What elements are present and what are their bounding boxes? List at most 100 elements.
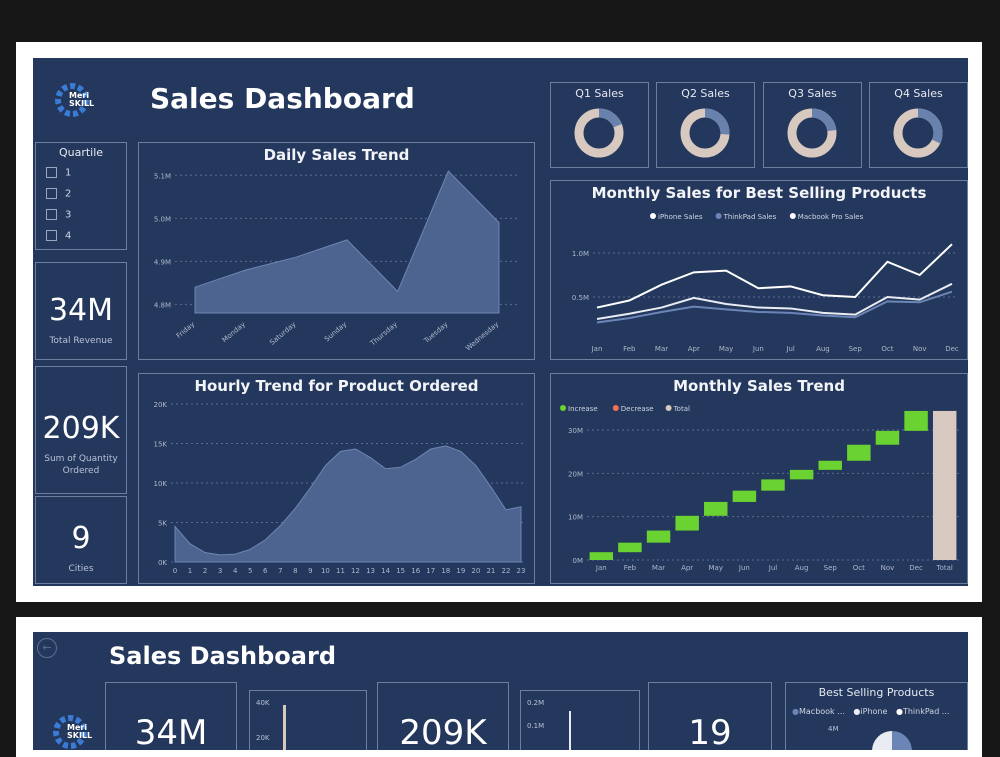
q2-donut xyxy=(680,108,730,158)
quartile-label: Quartile xyxy=(58,146,104,159)
y-tick-label: 10M xyxy=(568,514,583,522)
bar-increase xyxy=(875,430,900,445)
mini-chart-2: 0.2M 0.1M xyxy=(520,690,640,750)
x-tick-label: 7 xyxy=(278,567,282,575)
bar-increase xyxy=(675,515,699,531)
kpi-value: 19 xyxy=(688,713,732,750)
monthly-sales-plot: 0M 10M 20M 30M Increase Decrease Total Jan Feb Ma… xyxy=(560,405,959,572)
kpi-card-revenue-2: 34M xyxy=(105,682,237,750)
y-tick-label: 5.1M xyxy=(154,172,171,180)
y-tick-label: 0.5M xyxy=(572,294,589,302)
logo-text: Meri SKILL xyxy=(69,91,95,108)
legend: ●Macbook ... ●iPhone ●ThinkPad ... xyxy=(792,707,949,716)
q2-title: Q2 Sales xyxy=(681,87,730,100)
x-tick-label: 19 xyxy=(456,567,465,575)
best-products-plot: 0.5M 1.0M iPhone Sales ThinkPad Sales Macboo… xyxy=(572,213,959,353)
legend-label: ThinkPad Sales xyxy=(723,213,777,221)
bar-increase xyxy=(847,444,871,461)
checkbox[interactable] xyxy=(46,167,57,178)
donut-slice xyxy=(787,108,837,158)
kpi-value: 9 xyxy=(71,521,91,556)
quartile-option-1[interactable]: 1 xyxy=(46,167,71,179)
q3-donut xyxy=(787,108,837,158)
hourly-trend-chart: Hourly Trend for Product Ordered 0K 5K 10K… xyxy=(138,373,535,584)
bar-increase xyxy=(732,490,757,502)
legend-label: Macbook Pro Sales xyxy=(798,213,864,221)
legend: iPhone Sales ThinkPad Sales Macbook Pro Sa… xyxy=(650,213,864,221)
legend-label: Increase xyxy=(568,405,598,413)
quartile-option-4[interactable]: 4 xyxy=(46,230,71,242)
pie-mark xyxy=(872,731,912,750)
daily-sales-chart: Daily Sales Trend 4.8M 4.9M 5.0M 5.1M Friday… xyxy=(138,142,535,360)
y-tick-label: 5.0M xyxy=(154,215,171,223)
checkbox[interactable] xyxy=(46,188,57,199)
x-tick-label: Aug xyxy=(816,345,830,353)
bar-increase xyxy=(646,530,671,543)
legend-label: iPhone xyxy=(860,707,888,716)
kpi-value: 209K xyxy=(399,713,487,750)
bar-increase xyxy=(789,469,814,480)
x-tick-label: 4 xyxy=(233,567,238,575)
bar-increase xyxy=(704,501,728,516)
x-tick-label: Sunday xyxy=(323,320,348,343)
legend-dot xyxy=(665,405,672,411)
x-tick-label: 6 xyxy=(263,567,268,575)
donut-slice xyxy=(574,108,624,158)
series-line xyxy=(596,290,953,324)
best-selling-products-card: Best Selling Products ●Macbook ... ●iPho… xyxy=(785,682,968,750)
bar-total xyxy=(932,410,957,560)
x-tick-label: 8 xyxy=(293,567,297,575)
tick-label: 20K xyxy=(256,734,270,742)
q3-title: Q3 Sales xyxy=(788,87,837,100)
x-tick-label: May xyxy=(719,345,733,353)
x-tick-label: Feb xyxy=(624,564,637,572)
y-tick-label: 20M xyxy=(568,470,583,478)
x-tick-label: Mar xyxy=(655,345,668,353)
best-products-chart: Monthly Sales for Best Selling Products … xyxy=(550,180,968,360)
x-tick-label: 0 xyxy=(173,567,177,575)
area-mark xyxy=(194,170,500,314)
checkbox[interactable] xyxy=(46,230,57,241)
y-tick-label: 10K xyxy=(154,480,168,488)
x-tick-label: 23 xyxy=(517,567,526,575)
legend-label: Total xyxy=(673,405,690,413)
legend-label: Decrease xyxy=(621,405,654,413)
x-tick-label: 5 xyxy=(248,567,252,575)
x-tick-label: Oct xyxy=(853,564,865,572)
quartile-option-2[interactable]: 2 xyxy=(46,188,71,200)
donut-slice xyxy=(680,108,730,158)
x-tick-label: 15 xyxy=(396,567,405,575)
legend-dot xyxy=(650,213,656,219)
q1-donut xyxy=(574,108,624,158)
q4-title: Q4 Sales xyxy=(894,87,943,100)
bar-increase xyxy=(904,410,928,431)
back-arrow-icon[interactable]: ← xyxy=(37,638,57,658)
y-tick-label: 0K xyxy=(158,559,167,567)
x-tick-label: 17 xyxy=(426,567,435,575)
x-tick-label: Total xyxy=(936,564,953,572)
x-tick-label: Tuesday xyxy=(422,320,450,345)
x-tick-label: Apr xyxy=(681,564,693,572)
chart-title: Monthly Sales Trend xyxy=(673,377,845,395)
page-title: Sales Dashboard xyxy=(150,82,415,115)
x-tick-label: Dec xyxy=(945,345,959,353)
legend-dot: ● xyxy=(853,707,861,716)
kpi-card-cities-2: 19 xyxy=(648,682,772,750)
donut-slice xyxy=(893,108,943,158)
x-tick-label: Aug xyxy=(795,564,809,572)
x-tick-label: Mar xyxy=(652,564,665,572)
q1-card: Q1 Sales xyxy=(550,82,649,168)
x-tick-label: Thursday xyxy=(368,320,399,348)
x-tick-label: Apr xyxy=(688,345,700,353)
x-tick-label: Jul xyxy=(785,345,795,353)
bar-increase xyxy=(761,479,785,491)
checkbox[interactable] xyxy=(46,209,57,220)
quartile-option-3[interactable]: 3 xyxy=(46,209,71,221)
q1-title: Q1 Sales xyxy=(575,87,624,100)
tick-label: 0.1M xyxy=(527,722,545,730)
x-tick-label: Sep xyxy=(824,564,838,572)
x-tick-label: 12 xyxy=(351,567,360,575)
q4-donut xyxy=(893,108,943,158)
bar-increase xyxy=(818,460,842,470)
